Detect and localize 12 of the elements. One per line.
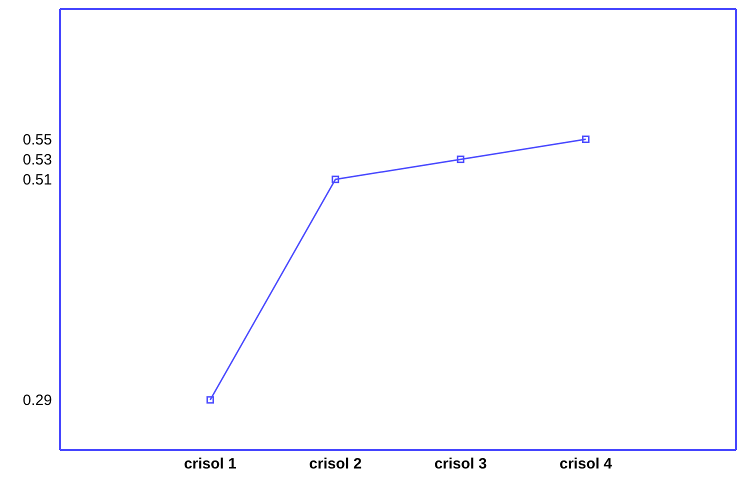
x-tick-label: crisol 2 xyxy=(309,456,362,473)
y-tick-label: 0.55 xyxy=(22,132,52,149)
point xyxy=(456,156,464,164)
y-tick-label: 0.51 xyxy=(22,172,52,189)
point xyxy=(582,136,590,144)
y-tick-label: 0.29 xyxy=(22,392,52,410)
x-tick-label: crisol 3 xyxy=(434,456,487,473)
point xyxy=(332,176,340,184)
x-tick-label: crisol 1 xyxy=(184,456,236,473)
x-tick-label: crisol 4 xyxy=(560,456,613,473)
y-tick-label: 0.53 xyxy=(22,152,52,169)
point xyxy=(206,396,214,404)
